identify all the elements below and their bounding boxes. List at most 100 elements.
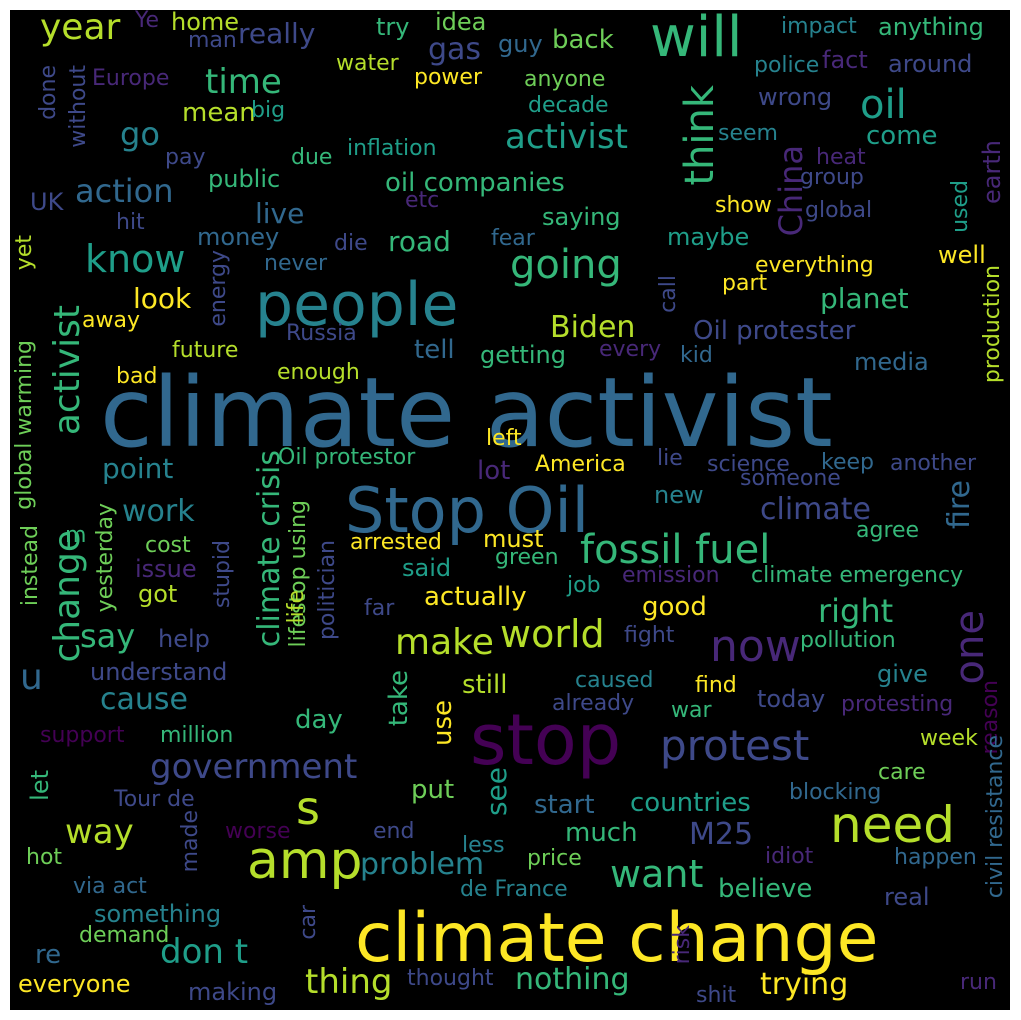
word-cloud-word: left [486,426,522,451]
word-cloud-word: inflation [347,136,437,161]
word-cloud-word: saying [542,203,621,231]
word-cloud-word: government [150,747,358,787]
word-cloud-word: still [462,670,508,700]
word-cloud-word: enough [277,360,360,385]
word-cloud-word: make [395,622,494,663]
word-cloud-word: right [818,592,894,630]
word-cloud-word: run [960,970,997,995]
word-cloud-word: need [830,796,955,854]
word-cloud-word: go [120,115,160,153]
word-cloud-word: impact [781,14,857,39]
word-cloud-word: less [462,833,505,858]
word-cloud-word: end [373,819,415,844]
word-cloud-word: find [695,673,737,698]
word-cloud-word: protest [660,721,810,770]
word-cloud-word: say [80,617,136,655]
word-cloud-word: made [178,810,203,873]
word-cloud-word: tell [414,335,455,365]
word-cloud-word: cause [100,682,188,717]
word-cloud-word: climate [760,492,871,527]
word-cloud-word: oil companies [385,168,565,198]
word-cloud-word: year [40,10,121,48]
word-cloud-word: world [500,612,605,656]
word-cloud-word: want [610,852,704,896]
word-cloud-word: climate change [355,899,879,978]
word-cloud-word: amp [247,831,363,891]
word-cloud-word: climate activist [100,357,833,469]
word-cloud-word: fossil fuel [580,527,771,573]
word-cloud-word: happen [894,845,977,870]
word-cloud-word: pay [165,145,206,170]
word-cloud-word: Russia [286,321,357,346]
word-cloud-word: give [877,660,928,688]
word-cloud-word: keep [821,450,874,475]
word-cloud-word: actually [424,582,527,612]
word-cloud-word: Biden [550,310,636,345]
word-cloud-word: worse [225,819,291,844]
word-cloud-word: call [656,275,681,313]
word-cloud-word: will [650,10,743,70]
word-cloud-word: decade [528,93,609,118]
word-cloud-word: issue [135,555,197,583]
word-cloud-word: fire [942,480,977,530]
word-cloud-word: yet [12,235,37,271]
word-cloud-word: stop [470,699,622,781]
word-cloud-word: water [336,51,399,76]
word-cloud-word: science [707,452,790,477]
word-cloud-word: activist [505,117,628,157]
word-cloud-word: don t [160,932,249,972]
word-cloud-word: man [188,28,237,53]
word-cloud-word: look [133,282,192,315]
word-cloud-word: UK [30,188,64,216]
word-cloud-word: use [428,700,458,747]
word-cloud-word: arrested [350,530,442,555]
word-cloud-word: think [677,85,723,186]
word-cloud-word: fear [491,226,535,251]
word-cloud-word: planet [820,282,909,315]
word-cloud-word: big [251,98,286,123]
word-cloud-word: m [65,523,87,548]
word-cloud-word: understand [90,658,228,686]
word-cloud-word: support [40,723,125,748]
word-cloud-word: around [888,50,973,78]
word-cloud-word: media [854,348,929,376]
word-cloud-word: take [384,670,414,727]
word-cloud-word: stupid [210,540,235,609]
word-cloud-word: now [710,621,801,672]
word-cloud-word: everyone [18,970,131,998]
word-cloud-word: believe [718,874,813,904]
word-cloud-word: really [238,17,316,50]
word-cloud-word: anything [878,13,984,41]
word-cloud-word: war [671,698,712,723]
word-cloud-word: due [291,145,333,170]
word-cloud-word: oil [860,82,907,128]
word-cloud-word: group [800,165,864,190]
word-cloud-word: Oil protester [693,316,856,346]
word-cloud-word: something [94,900,222,928]
word-cloud-word: bad [116,364,158,389]
word-cloud-word: Tour de [114,787,195,812]
word-cloud-word: part [722,271,768,296]
word-cloud-word: fact [822,46,868,74]
word-cloud-word: s [296,781,320,835]
word-cloud-word: wrong [758,83,833,111]
word-cloud-word: making [188,978,278,1006]
word-cloud-word: well [938,241,986,269]
word-cloud-word: help [158,625,210,653]
word-cloud-word: caused [575,668,654,693]
word-cloud-word: lot [477,456,511,486]
word-cloud-word: home [171,10,240,36]
word-cloud-word: getting [480,341,566,369]
word-cloud-word: u [20,657,43,698]
word-cloud-word: know [85,237,186,281]
word-cloud-word: earth [978,140,1006,204]
word-cloud-word: politician [315,540,340,641]
word-cloud-word: got [138,580,178,608]
word-cloud-word: job [567,573,601,598]
word-cloud-word: money [197,223,280,251]
word-cloud-word: police [754,53,820,78]
word-cloud-word: good [642,592,707,622]
word-cloud-word: shit [696,983,737,1008]
word-cloud-word: cost [145,533,191,558]
word-cloud-word: see [480,767,513,817]
